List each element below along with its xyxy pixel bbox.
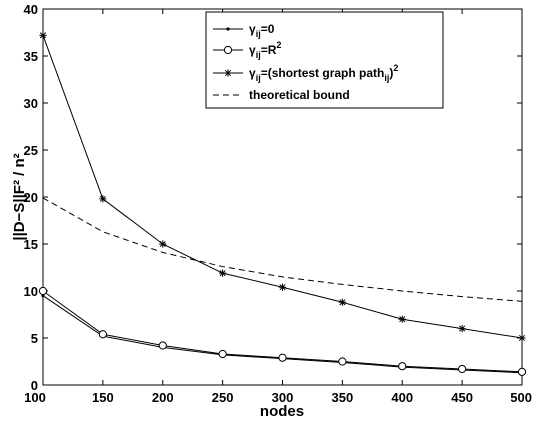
y-tick-label: 35 bbox=[24, 49, 38, 64]
point-r2 bbox=[458, 364, 467, 374]
y-tick-label: 0 bbox=[31, 378, 38, 393]
legend-label-shortest: γij=(shortest graph pathij)2 bbox=[249, 63, 398, 83]
point-shortest bbox=[99, 195, 107, 203]
series-line-bound bbox=[42, 197, 523, 302]
series-r2 bbox=[38, 286, 527, 376]
point-shortest bbox=[159, 240, 167, 248]
x-tick-label: 250 bbox=[212, 390, 234, 405]
axis-ticks: 100 150 200 250 300 350 400 450 500 0 5 10 15 20 25 30 3… bbox=[24, 2, 532, 405]
y-tick-label: 20 bbox=[24, 190, 38, 205]
point-shortest bbox=[398, 315, 406, 323]
point-shortest bbox=[219, 269, 227, 277]
x-tick-label: 350 bbox=[332, 390, 354, 405]
y-tick-label: 40 bbox=[24, 2, 38, 17]
x-tick-label: 100 bbox=[24, 390, 46, 405]
legend-label-r2: γij=R2 bbox=[249, 40, 281, 60]
point-shortest bbox=[338, 298, 346, 306]
legend-marker-shortest bbox=[224, 69, 232, 77]
x-tick-label: 150 bbox=[92, 390, 114, 405]
x-tick-label: 200 bbox=[152, 390, 174, 405]
point-shortest bbox=[278, 283, 287, 291]
x-tick-label: 500 bbox=[510, 390, 532, 405]
series-bound bbox=[42, 197, 523, 302]
x-tick-label: 450 bbox=[451, 390, 473, 405]
point-r2 bbox=[517, 367, 527, 376]
point-r2 bbox=[38, 286, 48, 296]
point-r2 bbox=[398, 362, 407, 371]
point-r2 bbox=[278, 353, 287, 362]
legend-marker-zero bbox=[226, 27, 230, 31]
x-axis-label: nodes bbox=[260, 403, 304, 420]
legend-box bbox=[205, 11, 444, 109]
point-shortest bbox=[39, 31, 47, 39]
point-r2 bbox=[158, 341, 167, 350]
point-r2 bbox=[98, 330, 107, 339]
y-tick-label: 15 bbox=[24, 237, 38, 252]
legend-label-bound: theoretical bound bbox=[249, 88, 350, 102]
y-axis-label: ||D−S||F² / n² bbox=[11, 153, 28, 240]
y-tick-label: 25 bbox=[24, 143, 38, 158]
point-r2 bbox=[338, 357, 347, 366]
y-tick-label: 30 bbox=[24, 96, 38, 111]
series-layer bbox=[38, 31, 527, 376]
y-tick-label: 5 bbox=[31, 331, 38, 346]
point-shortest bbox=[518, 334, 526, 342]
series-shortest bbox=[39, 31, 526, 342]
x-tick-label: 400 bbox=[391, 390, 413, 405]
x-tick-label: 300 bbox=[272, 390, 294, 405]
legend-marker-r2 bbox=[223, 45, 233, 55]
point-shortest bbox=[458, 325, 466, 333]
y-tick-label: 10 bbox=[24, 284, 38, 299]
legend-label-zero: γij=0 bbox=[249, 22, 275, 39]
point-r2 bbox=[218, 349, 227, 359]
